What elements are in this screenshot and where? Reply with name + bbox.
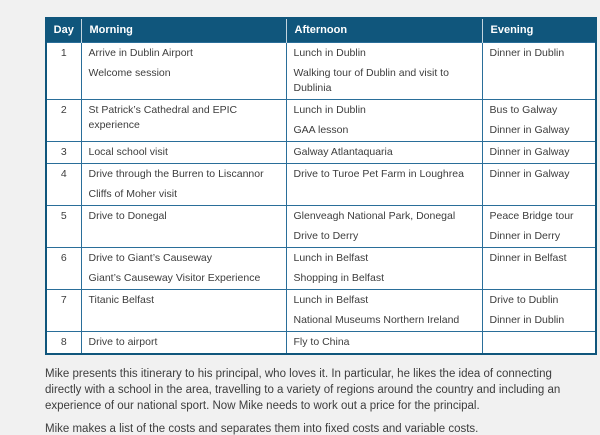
table-row: 7 Titanic Belfast Lunch in Belfast National… [45, 289, 597, 332]
itinerary-table: Day Morning Afternoon Evening 1 Arrive in… [45, 17, 597, 355]
col-header-morning: Morning [80, 18, 286, 43]
day-cell: 1 [45, 42, 82, 100]
morning-cell: Titanic Belfast [80, 289, 287, 332]
morning-cell: Arrive in Dublin Airport Welcome session [80, 42, 287, 100]
activity-text: Dinner in Dublin [489, 47, 565, 59]
activity-text: National Museums Northern Ireland [293, 314, 460, 326]
day-cell: 4 [45, 163, 82, 206]
afternoon-cell: Lunch in Belfast National Museums Norther… [285, 289, 483, 332]
activity-text: Local school visit [88, 146, 168, 158]
evening-cell: Bus to Galway Dinner in Galway [481, 99, 597, 142]
afternoon-cell: Glenveagh National Park, Donegal Drive to… [285, 205, 483, 248]
activity-text: Dinner in Galway [489, 146, 570, 158]
afternoon-cell: Lunch in Dublin Walking tour of Dublin an… [285, 42, 483, 100]
activity-text: Peace Bridge tour [489, 210, 574, 222]
activity-text: Drive to Dublin [489, 294, 559, 306]
table-row: 4 Drive through the Burren to Liscannor Cl… [45, 163, 597, 206]
activity-text: Dinner in Galway [489, 124, 570, 136]
afternoon-cell: Lunch in Belfast Shopping in Belfast [285, 247, 483, 290]
morning-cell: Drive through the Burren to Liscannor Cli… [80, 163, 287, 206]
activity-text: Dinner in Dublin [489, 314, 565, 326]
morning-cell: Drive to airport [80, 331, 287, 355]
activity-text: Arrive in Dublin Airport [88, 47, 193, 59]
evening-cell [481, 331, 597, 355]
activity-text: Galway Atlantaquaria [293, 146, 393, 158]
evening-cell: Dinner in Galway [481, 141, 597, 164]
day-cell: 7 [45, 289, 82, 332]
evening-cell: Dinner in Belfast [481, 247, 597, 290]
evening-cell: Dinner in Galway [481, 163, 597, 206]
morning-cell: Drive to Donegal [80, 205, 287, 248]
activity-text: Walking tour of Dublin and visit to Dubl… [293, 67, 449, 94]
activity-text: Drive to airport [88, 336, 158, 348]
activity-text: Dinner in Derry [489, 230, 561, 242]
activity-text: Welcome session [88, 67, 171, 79]
morning-cell: Local school visit [80, 141, 287, 164]
evening-cell: Peace Bridge tour Dinner in Derry [481, 205, 597, 248]
activity-text: Lunch in Dublin [293, 47, 366, 59]
activity-text: Lunch in Dublin [293, 104, 366, 116]
notes-section: Mike presents this itinerary to his prin… [45, 366, 590, 435]
table-row: 8 Drive to airport Fly to China [45, 331, 597, 355]
table-row: 3 Local school visit Galway Atlantaquaria D… [45, 141, 597, 164]
activity-text: Fly to China [293, 336, 350, 348]
table-row: 1 Arrive in Dublin Airport Welcome session… [45, 42, 597, 100]
table-row: 2 St Patrick’s Cathedral and EPIC experie… [45, 99, 597, 142]
day-cell: 8 [45, 331, 82, 355]
itinerary-note-paragraph: Mike presents this itinerary to his prin… [45, 368, 561, 412]
activity-text: Drive through the Burren to Liscannor [88, 168, 264, 180]
afternoon-cell: Drive to Turoe Pet Farm in Loughrea [285, 163, 483, 206]
header-row: Day Morning Afternoon Evening [46, 18, 596, 43]
table-row: 6 Drive to Giant’s Causeway Giant’s Causew… [45, 247, 597, 290]
col-header-evening: Evening [481, 18, 596, 43]
evening-cell: Dinner in Dublin [481, 42, 597, 100]
activity-text: Glenveagh National Park, Donegal [293, 210, 456, 222]
activity-text: Shopping in Belfast [293, 272, 384, 284]
evening-cell: Drive to Dublin Dinner in Dublin [481, 289, 597, 332]
day-cell: 2 [45, 99, 82, 142]
activity-text: Giant’s Causeway Visitor Experience [88, 272, 261, 284]
morning-cell: Drive to Giant’s Causeway Giant’s Causewa… [80, 247, 287, 290]
table-row: 5 Drive to Donegal Glenveagh National Park… [45, 205, 597, 248]
afternoon-cell: Lunch in Dublin GAA lesson [285, 99, 483, 142]
activity-text: Lunch in Belfast [293, 252, 369, 264]
activity-text: Drive to Donegal [88, 210, 167, 222]
activity-text: Bus to Galway [489, 104, 558, 116]
day-cell: 5 [45, 205, 82, 248]
morning-cell: St Patrick’s Cathedral and EPIC experien… [80, 99, 287, 142]
day-cell: 3 [45, 141, 82, 164]
costs-note-paragraph: Mike makes a list of the costs and separ… [45, 423, 479, 435]
activity-text: GAA lesson [293, 124, 349, 136]
afternoon-cell: Galway Atlantaquaria [285, 141, 483, 164]
activity-text: St Patrick’s Cathedral and EPIC experien… [88, 104, 238, 131]
activity-text: Cliffs of Moher visit [88, 188, 178, 200]
activity-text: Drive to Derry [293, 230, 359, 242]
activity-text: Dinner in Belfast [489, 252, 567, 264]
activity-text: Lunch in Belfast [293, 294, 369, 306]
afternoon-cell: Fly to China [285, 331, 483, 355]
activity-text: Titanic Belfast [88, 294, 155, 306]
activity-text: Dinner in Galway [489, 168, 570, 180]
activity-text: Drive to Turoe Pet Farm in Loughrea [293, 168, 464, 180]
col-header-afternoon: Afternoon [285, 18, 482, 43]
col-header-day: Day [46, 18, 81, 43]
day-cell: 6 [45, 247, 82, 290]
activity-text: Drive to Giant’s Causeway [88, 252, 213, 264]
